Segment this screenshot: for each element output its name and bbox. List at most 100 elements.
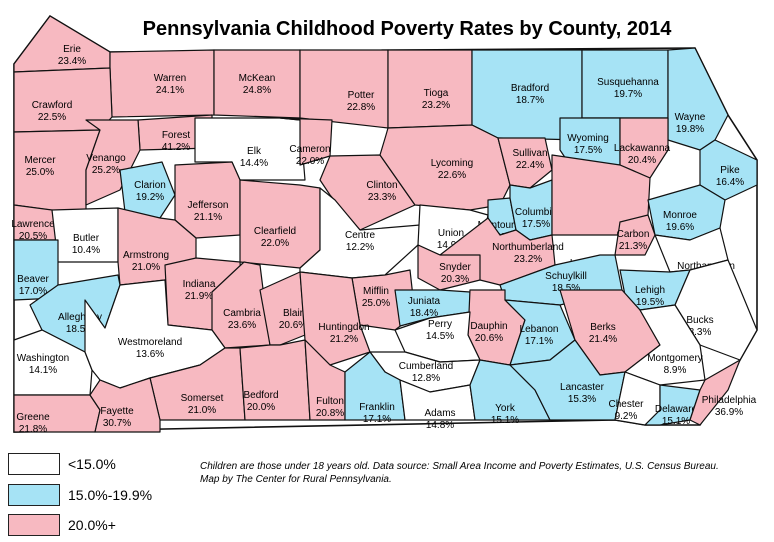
county-name-forest: Forest [162,130,191,141]
county-name-mifflin: Mifflin [363,286,389,297]
county-rate-adams: 14.8% [426,420,454,431]
county-rate-indiana: 21.9% [185,291,213,302]
county-name-delaware: Delaware [655,404,698,415]
county-name-lehigh: Lehigh [635,285,665,296]
county-name-blair: Blair [283,308,304,319]
county-name-fulton: Fulton [316,396,344,407]
county-name-perry: Perry [428,319,452,330]
county-rate-butler: 10.4% [72,245,100,256]
legend-swatch-mid [8,484,60,506]
county-rate-clarion: 19.2% [136,192,164,203]
county-name-somerset: Somerset [181,393,224,404]
legend-item: 20.0%+ [8,513,116,537]
county-rate-erie: 23.4% [58,56,86,67]
county-rate-bedford: 20.0% [247,402,275,413]
county-name-northumberland: Northumberland [492,242,564,253]
county-rate-clearfield: 22.0% [261,238,289,249]
county-name-monroe: Monroe [663,210,697,221]
county-rate-armstrong: 21.0% [132,262,160,273]
county-rate-philadelphia: 36.9% [715,407,743,418]
county-name-crawford: Crawford [32,100,73,111]
county-rate-warren: 24.1% [156,85,184,96]
county-rate-perry: 14.5% [426,331,454,342]
county-rate-greene: 21.8% [19,424,47,435]
county-name-erie: Erie [63,44,81,55]
county-shape-philadelphia [689,359,741,426]
county-rate-tioga: 23.2% [422,100,450,111]
county-rate-cambria: 23.6% [228,320,256,331]
county-name-tioga: Tioga [424,88,449,99]
county-rate-columbia: 17.5% [522,219,550,230]
county-rate-carbon: 21.3% [619,241,647,252]
county-name-butler: Butler [73,233,100,244]
county-name-potter: Potter [348,90,375,101]
county-rate-westmoreland: 13.6% [136,349,164,360]
county-shape-carbon [614,214,656,256]
county-shape-sullivan [497,137,553,189]
county-shape-clearfield [239,179,321,269]
legend-item: 15.0%-19.9% [8,483,152,507]
county-shape-lycoming [379,124,511,211]
source-note-line-2: Map by The Center for Rural Pennsylvania… [200,474,392,485]
county-name-indiana: Indiana [183,279,216,290]
county-shape-snyder [417,244,481,291]
county-name-schuylkill: Schuylkill [545,271,587,282]
county-name-mckean: McKean [239,73,276,84]
county-name-mercer: Mercer [24,155,56,166]
county-name-cumberland: Cumberland [399,361,453,372]
county-rate-delaware: 15.1% [662,416,690,427]
county-rate-lawrence: 20.5% [19,231,47,242]
county-name-montour: Montour [478,220,515,231]
county-rate-venango: 25.2% [92,165,120,176]
county-name-philadelphia: Philadelphia [702,395,757,406]
county-rate-montgomery: 8.9% [664,365,687,376]
county-name-beaver: Beaver [17,274,49,285]
county-rate-lebanon: 17.1% [525,336,553,347]
county-name-lebanon: Lebanon [520,324,559,335]
county-name-warren: Warren [154,73,186,84]
map-title: Pennsylvania Childhood Poverty Rates by … [142,18,672,40]
county-name-venango: Venango [86,153,126,164]
county-name-pike: Pike [720,165,740,176]
county-rate-dauphin: 20.6% [475,333,503,344]
county-rate-crawford: 22.5% [38,112,66,123]
county-name-bedford: Bedford [243,390,278,401]
legend-swatch-high [8,514,60,536]
source-note-line-1: Children are those under 18 years old. D… [200,461,719,472]
county-name-columbia: Columbia [515,207,558,218]
county-rate-jefferson: 21.1% [194,212,222,223]
county-name-clinton: Clinton [366,180,397,191]
county-shape-lackawanna [619,117,669,179]
county-rate-huntingdon: 21.2% [330,334,358,345]
county-rate-pike: 16.4% [716,177,744,188]
county-name-armstrong: Armstrong [123,250,169,261]
county-rate-wyoming: 17.5% [574,145,602,156]
county-name-centre: Centre [345,230,375,241]
county-name-lackawanna: Lackawanna [614,143,671,154]
county-name-greene: Greene [16,412,50,423]
county-name-washington: Washington [17,353,69,364]
county-shape-mckean [213,49,301,119]
